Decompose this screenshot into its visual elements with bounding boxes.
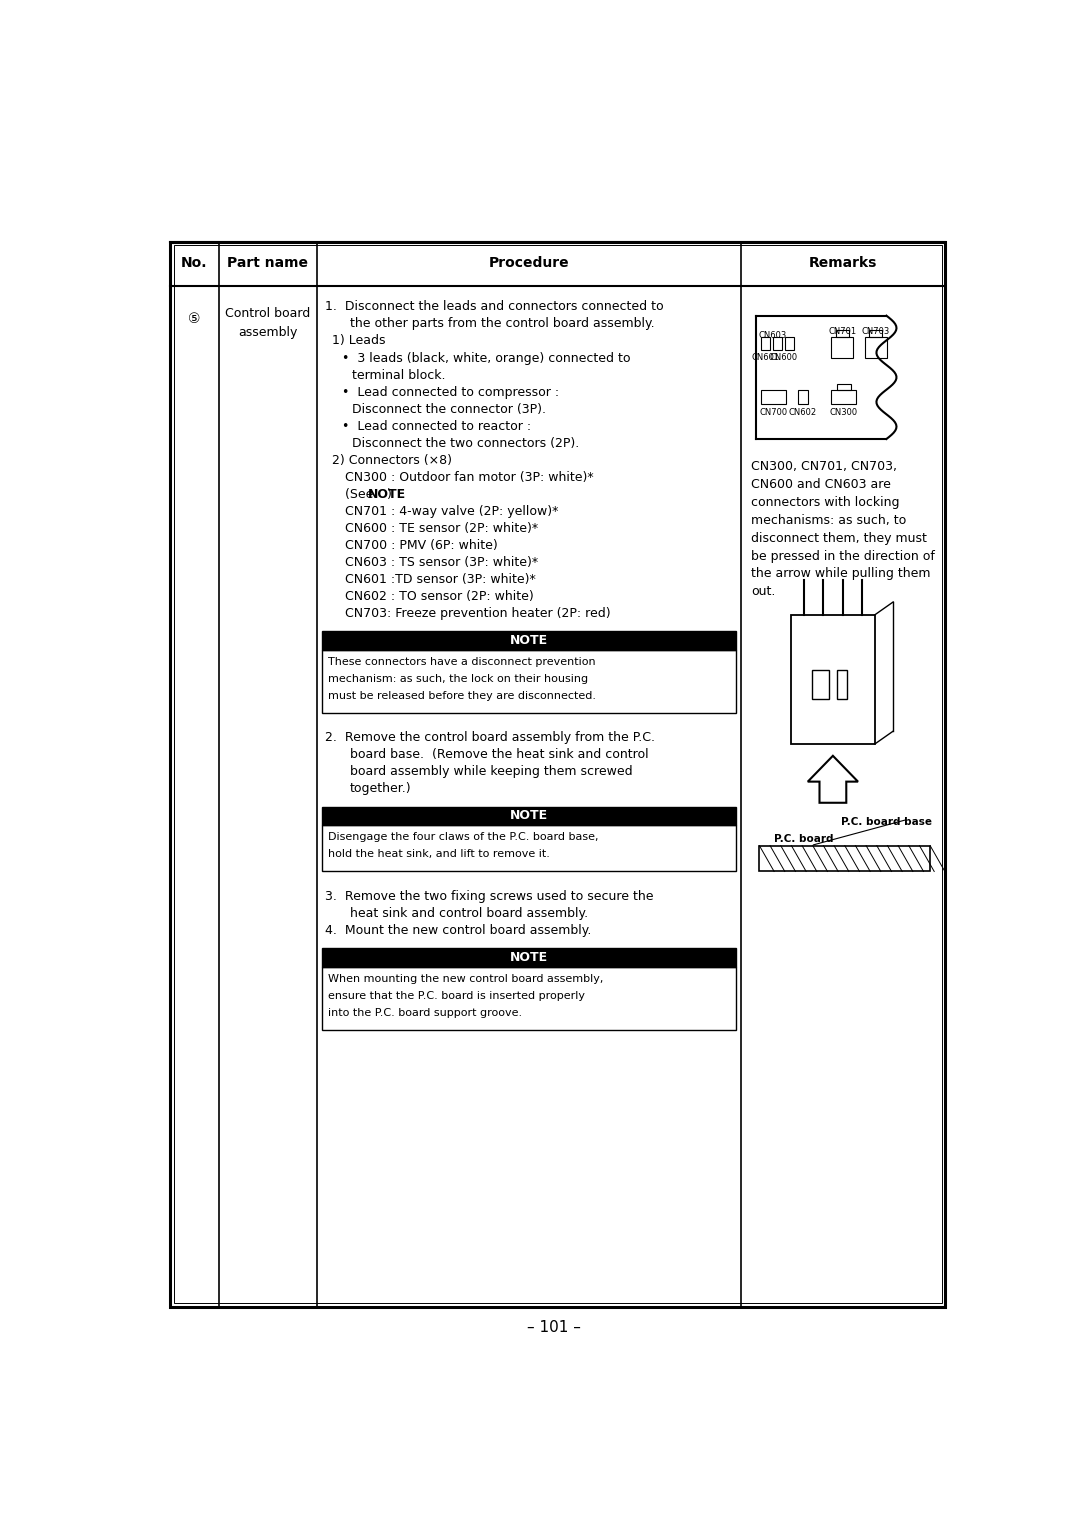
Text: No.: No.	[181, 256, 207, 270]
Text: CN603: CN603	[758, 331, 787, 340]
Text: CN600: CN600	[769, 354, 797, 363]
Text: (See: (See	[346, 488, 378, 500]
Text: must be released before they are disconnected.: must be released before they are disconn…	[327, 691, 595, 702]
Text: assembly: assembly	[238, 326, 297, 339]
Bar	[322, 807, 735, 825]
Text: CN602: CN602	[788, 409, 816, 418]
Text: P.C. board: P.C. board	[774, 834, 834, 843]
Text: •  3 leads (black, white, orange) connected to: • 3 leads (black, white, orange) connect…	[341, 351, 631, 364]
Text: CN601 :TD sensor (3P: white)*: CN601 :TD sensor (3P: white)*	[346, 573, 536, 586]
Text: CN703: Freeze prevention heater (2P: red): CN703: Freeze prevention heater (2P: red…	[346, 607, 610, 619]
Text: heat sink and control board assembly.: heat sink and control board assembly.	[350, 907, 589, 920]
Text: Remarks: Remarks	[809, 256, 877, 270]
Text: CN602 : TO sensor (2P: white): CN602 : TO sensor (2P: white)	[346, 590, 534, 602]
Text: hold the heat sink, and lift to remove it.: hold the heat sink, and lift to remove i…	[327, 849, 550, 860]
Text: 3.  Remove the two fixing screws used to secure the: 3. Remove the two fixing screws used to …	[325, 891, 653, 903]
Text: •  Lead connected to compressor :: • Lead connected to compressor :	[341, 386, 558, 398]
Bar	[865, 337, 887, 358]
Text: CN300, CN701, CN703,: CN300, CN701, CN703,	[751, 461, 897, 473]
Bar	[322, 949, 735, 967]
Text: ): )	[387, 488, 391, 500]
Text: Disengage the four claws of the P.C. board base,: Disengage the four claws of the P.C. boa…	[327, 833, 598, 842]
Text: – 101 –: – 101 –	[527, 1321, 580, 1336]
Bar	[322, 967, 735, 1029]
Text: board assembly while keeping them screwed: board assembly while keeping them screwe…	[350, 766, 633, 778]
Text: board base.  (Remove the heat sink and control: board base. (Remove the heat sink and co…	[350, 749, 649, 761]
Text: mechanisms: as such, to: mechanisms: as such, to	[751, 514, 906, 526]
Polygon shape	[808, 756, 858, 802]
Text: disconnect them, they must: disconnect them, they must	[751, 532, 927, 544]
Text: out.: out.	[751, 586, 775, 598]
Text: CN700 : PMV (6P: white): CN700 : PMV (6P: white)	[346, 538, 498, 552]
Bar	[784, 337, 794, 349]
Text: the arrow while pulling them: the arrow while pulling them	[751, 567, 931, 581]
Text: CN600 and CN603 are: CN600 and CN603 are	[751, 477, 891, 491]
Text: 4.  Mount the new control board assembly.: 4. Mount the new control board assembly.	[325, 924, 592, 936]
Text: CN300: CN300	[829, 409, 858, 418]
Text: CN703: CN703	[862, 328, 890, 337]
Text: Part name: Part name	[227, 256, 308, 270]
Text: These connectors have a disconnect prevention: These connectors have a disconnect preve…	[327, 657, 595, 666]
Text: ensure that the P.C. board is inserted properly: ensure that the P.C. board is inserted p…	[327, 991, 584, 1000]
Bar	[322, 825, 735, 871]
Text: the other parts from the control board assembly.: the other parts from the control board a…	[350, 317, 654, 331]
Text: ⑤: ⑤	[188, 313, 201, 326]
Text: be pressed in the direction of: be pressed in the direction of	[751, 549, 935, 563]
Bar	[798, 390, 808, 404]
Text: CN603 : TS sensor (3P: white)*: CN603 : TS sensor (3P: white)*	[346, 555, 538, 569]
Text: 2) Connectors (×8): 2) Connectors (×8)	[332, 453, 451, 467]
Text: •  Lead connected to reactor :: • Lead connected to reactor :	[341, 419, 531, 433]
Bar	[832, 337, 853, 358]
Bar	[869, 329, 882, 337]
Text: connectors with locking: connectors with locking	[751, 496, 900, 509]
Bar	[761, 337, 770, 349]
Text: 2.  Remove the control board assembly from the P.C.: 2. Remove the control board assembly fro…	[325, 732, 654, 744]
Text: into the P.C. board support groove.: into the P.C. board support groove.	[327, 1008, 522, 1017]
Text: CN701: CN701	[828, 328, 856, 337]
Text: CN601: CN601	[752, 354, 780, 363]
Text: 1.  Disconnect the leads and connectors connected to: 1. Disconnect the leads and connectors c…	[325, 300, 663, 314]
Text: 1) Leads: 1) Leads	[332, 334, 386, 348]
Text: P.C. board base: P.C. board base	[841, 817, 932, 827]
Text: NOTE: NOTE	[510, 952, 548, 964]
Bar	[837, 671, 847, 698]
Text: Procedure: Procedure	[488, 256, 569, 270]
Bar	[761, 390, 786, 404]
Text: mechanism: as such, the lock on their housing: mechanism: as such, the lock on their ho…	[327, 674, 588, 683]
Bar	[322, 650, 735, 712]
Bar	[837, 384, 851, 390]
Text: CN700: CN700	[759, 409, 787, 418]
Text: CN701 : 4-way valve (2P: yellow)*: CN701 : 4-way valve (2P: yellow)*	[346, 505, 558, 518]
Text: Disconnect the connector (3P).: Disconnect the connector (3P).	[352, 403, 545, 416]
Text: Disconnect the two connectors (2P).: Disconnect the two connectors (2P).	[352, 436, 579, 450]
Bar	[836, 329, 849, 337]
Bar	[791, 615, 875, 744]
Text: When mounting the new control board assembly,: When mounting the new control board asse…	[327, 974, 603, 984]
Bar	[812, 671, 828, 698]
Bar	[759, 846, 930, 871]
Text: NOTE: NOTE	[510, 810, 548, 822]
Text: together.): together.)	[350, 782, 411, 796]
Text: Control board: Control board	[225, 308, 310, 320]
Text: CN600 : TE sensor (2P: white)*: CN600 : TE sensor (2P: white)*	[346, 522, 538, 535]
Bar	[832, 390, 856, 404]
Bar	[773, 337, 782, 349]
Bar	[322, 631, 735, 650]
Text: terminal block.: terminal block.	[352, 369, 445, 381]
Text: NOTE: NOTE	[510, 634, 548, 647]
Text: CN300 : Outdoor fan motor (3P: white)*: CN300 : Outdoor fan motor (3P: white)*	[346, 471, 594, 483]
Text: NOTE: NOTE	[368, 488, 406, 500]
